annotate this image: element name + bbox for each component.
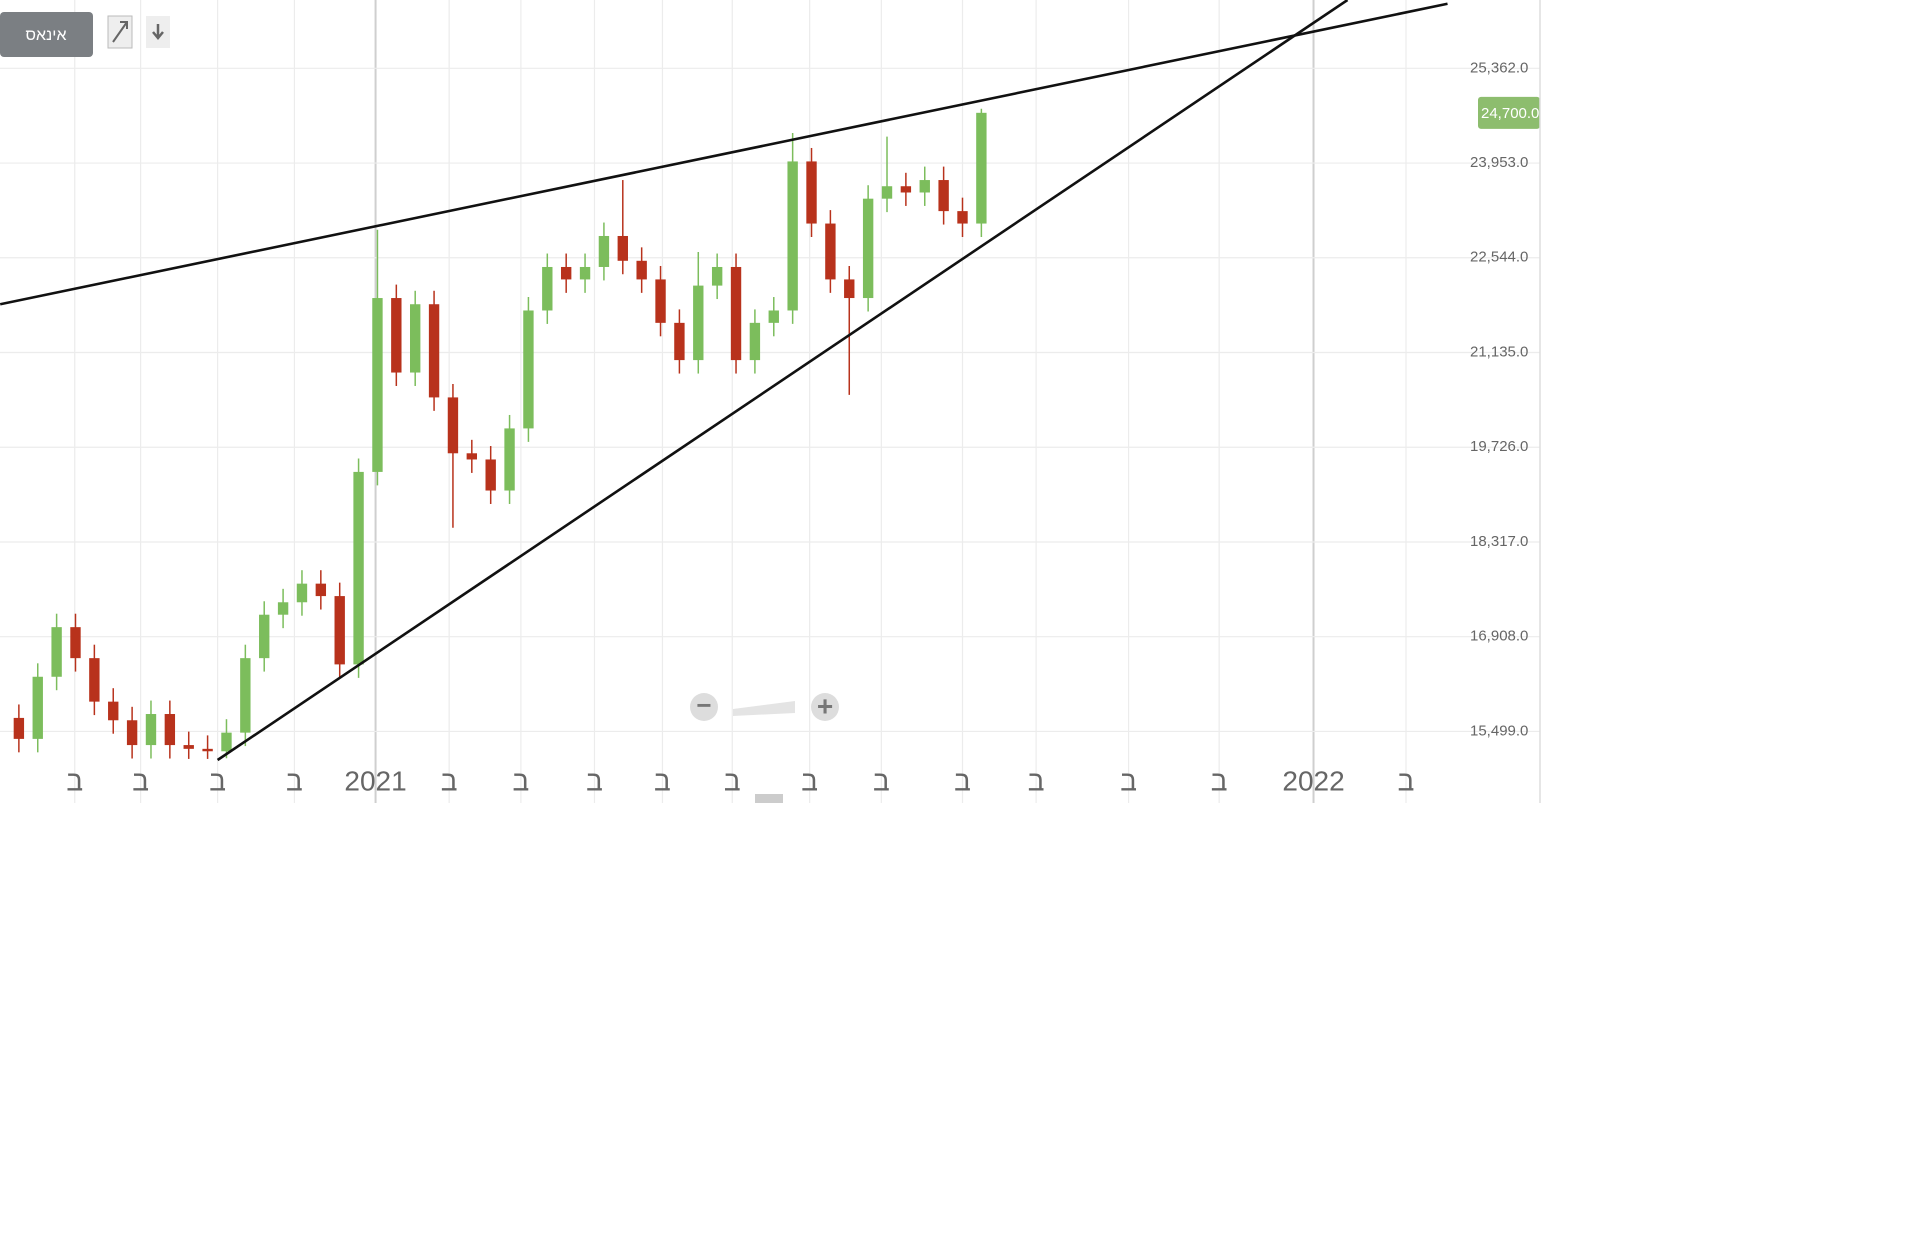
candle-body xyxy=(881,186,893,199)
candle-body xyxy=(768,310,779,323)
plot: ב ב ב ב 2021 ב ב ב ב ב ב ב ב ב ב ב 2022 ב 15,499.0 16,908.0… xyxy=(0,0,1540,803)
candle-body xyxy=(598,235,610,267)
x-tick-label: ב xyxy=(209,765,226,796)
candle-body xyxy=(919,180,930,193)
candle-body xyxy=(504,428,515,491)
candle-body xyxy=(617,235,628,261)
candle-body xyxy=(523,310,534,429)
candle-body xyxy=(353,471,364,665)
fullscreen-glyph xyxy=(112,21,128,43)
zoom-out-label[interactable]: − xyxy=(696,690,711,720)
zoom-out-button[interactable] xyxy=(690,693,718,721)
x-tick-label: ב xyxy=(801,765,818,796)
candle-body xyxy=(825,223,836,280)
candle-body xyxy=(164,714,176,746)
candle-body xyxy=(636,260,647,280)
candle-body xyxy=(655,279,666,323)
zoom-slider[interactable] xyxy=(733,701,795,716)
trendline xyxy=(216,0,1349,762)
candle-body xyxy=(108,701,119,721)
candle-body xyxy=(579,266,591,280)
candle-body xyxy=(183,745,194,749)
candle-body xyxy=(976,112,987,224)
candle-body xyxy=(277,602,289,615)
x-tick-label: ב xyxy=(1120,765,1137,796)
candle-body xyxy=(334,596,345,665)
candle-body xyxy=(806,161,817,224)
x-tick-label: ב xyxy=(724,765,741,796)
y-tick-label: 23,953.0 xyxy=(1470,154,1528,171)
y-tick-label: 16,908.0 xyxy=(1470,628,1528,645)
menu-button-label[interactable]: אינאס xyxy=(26,27,67,44)
x-tick-label: ב xyxy=(286,765,303,796)
candle-body xyxy=(202,748,213,752)
candle-body xyxy=(560,266,572,280)
candle-body xyxy=(787,161,798,311)
candle-body xyxy=(900,186,912,193)
candle-body xyxy=(32,676,43,739)
last-price-box xyxy=(1478,96,1540,129)
candle-body xyxy=(13,717,25,739)
x-tick-label: ב xyxy=(66,765,83,796)
x-tick-label: ב xyxy=(654,765,671,796)
y-tick-label: 25,362.0 xyxy=(1470,59,1528,76)
candle-body xyxy=(372,298,383,472)
x-tick-label: ב xyxy=(441,765,458,796)
x-tick-label: ב xyxy=(1028,765,1045,796)
candle-body xyxy=(938,180,949,212)
y-tick-label: 15,499.0 xyxy=(1470,722,1528,739)
x-tick-label: ב xyxy=(954,765,971,796)
candle-body xyxy=(485,459,496,491)
candle-body xyxy=(466,453,478,460)
candle-body xyxy=(542,266,553,311)
candle-body xyxy=(221,732,232,752)
x-tick-label: ב xyxy=(513,765,530,796)
candle-body xyxy=(428,304,440,398)
candle-body xyxy=(70,627,81,659)
x-tick-label: ב xyxy=(1398,765,1415,796)
trendline xyxy=(0,2,1448,306)
x-tick-label: 2022 xyxy=(1282,765,1344,796)
candle-body xyxy=(126,720,138,746)
menu-button[interactable] xyxy=(0,12,93,57)
candle-body xyxy=(89,658,100,702)
candle-body xyxy=(730,266,742,361)
candle-body xyxy=(296,583,308,603)
x-tick-label: ב xyxy=(132,765,149,796)
candle-body xyxy=(315,583,327,597)
y-tick-label: 18,317.0 xyxy=(1470,533,1528,550)
candle-body xyxy=(957,211,968,224)
candle-body xyxy=(674,322,685,361)
candle-body xyxy=(749,322,761,361)
download-glyph xyxy=(152,24,164,40)
candle-body xyxy=(240,658,251,733)
zoom-in-button[interactable] xyxy=(811,693,839,721)
x-tick-label: ב xyxy=(1211,765,1228,796)
y-tick-label: 19,726.0 xyxy=(1470,438,1528,455)
candle-body xyxy=(711,266,723,286)
candle-body xyxy=(410,304,421,373)
last-price-label: 24,700.0 xyxy=(1481,105,1539,122)
candle-body xyxy=(145,714,157,746)
scroll-handle[interactable] xyxy=(755,794,783,803)
x-tick-label: ב xyxy=(586,765,603,796)
candle-body xyxy=(862,198,874,299)
candle-body xyxy=(693,285,704,361)
candle-body xyxy=(844,279,855,299)
x-tick-label: 2021 xyxy=(344,765,406,796)
candle-body xyxy=(51,627,62,677)
candle-body xyxy=(447,397,459,454)
candle-body xyxy=(391,298,402,373)
candle-body xyxy=(259,614,270,659)
y-tick-label: 21,135.0 xyxy=(1470,343,1528,360)
candles xyxy=(13,108,987,759)
x-tick-label: ב xyxy=(873,765,890,796)
zoom-in-label[interactable]: + xyxy=(817,690,833,721)
y-tick-label: 22,544.0 xyxy=(1470,249,1528,266)
